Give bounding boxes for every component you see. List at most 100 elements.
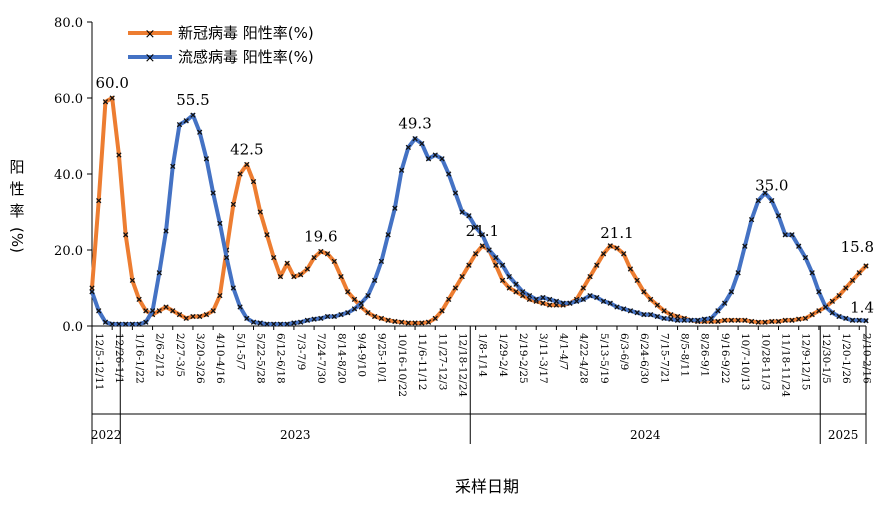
data-point [647,311,654,318]
data-point [271,321,277,327]
data-point [829,310,836,316]
data-point [425,319,432,325]
data-point [769,318,775,325]
data-point [271,254,277,261]
data-point [324,251,331,257]
x-tick-label: 5/22-5/28 [255,333,267,384]
data-point [547,296,553,303]
data-point [372,313,378,320]
data-point [708,315,714,322]
data-point [156,270,162,276]
data-point [122,321,129,327]
x-tick-label: 1/8-1/14 [477,333,489,377]
data-point [533,296,539,303]
data-point [183,118,189,124]
data-point [109,321,115,327]
data-point [244,161,250,168]
data-point [230,285,236,291]
data-point [600,298,607,304]
data-label: 55.5 [176,91,209,109]
data-point [398,167,405,173]
data-point [122,232,129,238]
data-point [412,320,418,326]
data-point [136,296,142,303]
data-point [822,304,829,310]
data-point [621,306,627,312]
data-point [748,216,755,223]
data-point [89,289,95,295]
data-point [244,315,250,322]
data-point [816,308,822,314]
x-tick-label: 4/1-4/7 [557,333,569,370]
data-point [728,289,735,295]
data-point [836,292,842,299]
y-axis-label-unit: (%) [8,227,26,253]
year-label: 2025 [828,428,859,442]
data-point [796,243,802,249]
year-label: 2022 [91,428,122,442]
data-point [769,197,775,204]
data-point [392,205,398,211]
data-point [540,294,546,301]
data-point [466,262,472,268]
data-point [250,319,257,325]
data-point [170,308,176,314]
data-point [755,197,761,204]
y-axis-label-char: 性 [9,180,24,198]
data-point [183,315,189,322]
x-tick-label: 12/9-12/15 [800,333,812,390]
legend-label-covid: 新冠病毒 阳性率(%) [178,24,314,42]
data-point [567,300,573,306]
x-tick-label: 12/18-12/24 [456,333,468,397]
y-tick-label: 80.0 [54,16,83,31]
data-point [156,308,162,314]
data-point [237,171,243,177]
data-point [849,277,856,284]
x-tick-label: 7/3-7/9 [295,333,307,370]
x-tick-label: 9/16-9/22 [719,333,731,384]
data-point [176,311,183,318]
x-tick-label: 2/19-2/25 [517,333,529,384]
data-point [96,308,102,314]
x-tick-label: 11/18-11/24 [780,333,792,397]
data-point [722,300,728,306]
data-point [311,316,317,322]
data-point [116,152,122,158]
data-point [129,277,136,284]
data-point [641,311,647,318]
x-tick-label: 1/20-1/26 [840,333,852,384]
data-point [506,273,512,280]
data-point [688,317,694,323]
data-point [405,320,411,326]
data-point [614,304,620,310]
data-point [748,318,755,325]
legend: × 新冠病毒 阳性率(%) × 流感病毒 阳性率(%) [128,24,314,66]
data-point [560,300,566,306]
data-point [722,317,728,323]
series-line-0 [90,96,868,325]
data-point [802,315,809,322]
x-tick-label: 9/25-10/1 [376,333,388,384]
x-tick-label: 3/20-3/26 [194,333,206,384]
data-point [378,315,385,322]
x-tick-label: 5/1-5/7 [234,333,246,370]
data-point [446,296,452,303]
data-point [217,292,223,299]
data-point [634,277,640,284]
data-point [856,270,862,276]
data-point [291,320,297,326]
data-point [351,306,358,312]
data-point [163,304,169,310]
data-point [197,129,203,135]
data-point [755,319,761,325]
data-point [439,156,445,162]
data-label: 49.3 [398,115,431,133]
data-point [728,317,735,323]
data-point [372,277,378,284]
x-tick-label: 10/28-11/3 [759,333,771,390]
data-point [412,136,418,142]
data-point [365,310,371,316]
data-point [405,144,411,151]
data-point [345,310,351,316]
data-point [345,289,351,295]
